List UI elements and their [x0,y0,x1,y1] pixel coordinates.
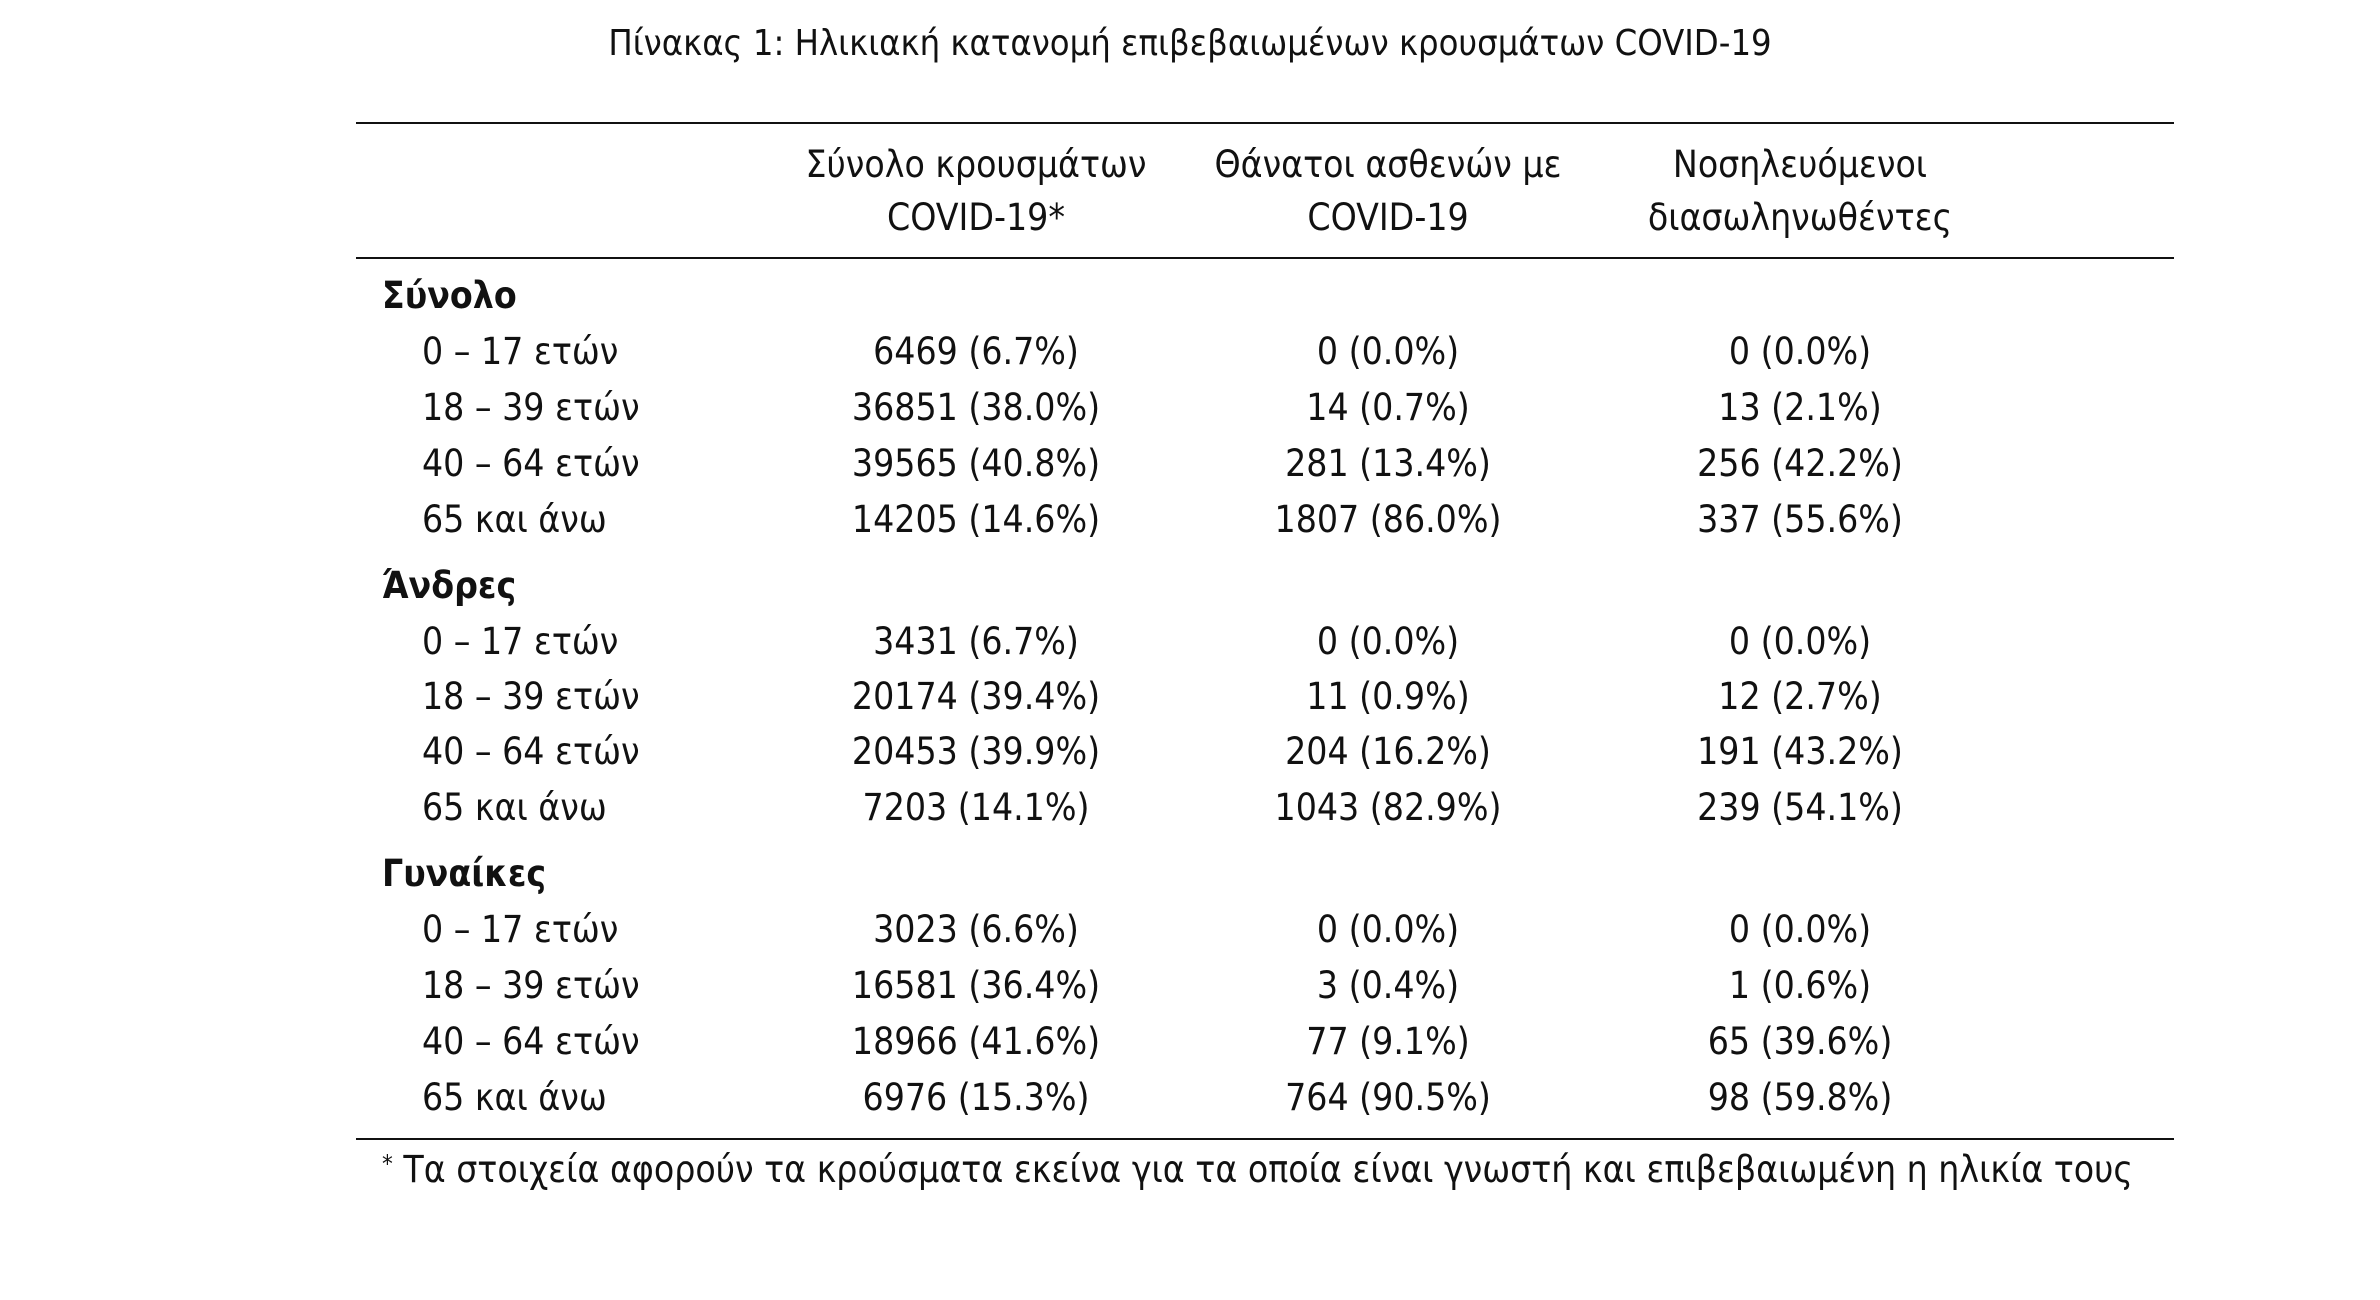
cell-cases: 6976 (15.3%) [862,1076,1090,1119]
row-label: 0 – 17 ετών [422,620,619,663]
row-label: 0 – 17 ετών [422,908,619,951]
cell-deaths: 1043 (82.9%) [1274,786,1502,829]
group-title-men: Άνδρες [382,564,517,607]
cell-deaths: 3 (0.4%) [1316,964,1460,1007]
column-header-deaths-line1: Θάνατοι ασθενών με [1214,143,1562,186]
row-label: 40 – 64 ετών [422,730,640,773]
cell-cases: 36851 (38.0%) [851,386,1101,429]
cell-intubated: 337 (55.6%) [1697,498,1903,541]
column-header-cases-line1: Σύνολο κρουσμάτων [805,143,1147,186]
cell-intubated: 1 (0.6%) [1728,964,1872,1007]
cell-cases: 3023 (6.6%) [873,908,1079,951]
cell-intubated: 239 (54.1%) [1697,786,1903,829]
group-title-total: Σύνολο [382,274,517,317]
cell-intubated: 191 (43.2%) [1697,730,1903,773]
cell-cases: 3431 (6.7%) [873,620,1079,663]
bottom-rule [356,1138,2174,1140]
column-header-deaths-line2: COVID-19 [1307,196,1469,239]
column-header-intubated-line1: Νοσηλευόμενοι [1672,143,1928,186]
cell-deaths: 77 (9.1%) [1306,1020,1470,1063]
footnote: * Τα στοιχεία αφορούν τα κρούσματα εκείν… [382,1142,2133,1198]
row-label: 65 και άνω [422,1076,607,1119]
cell-deaths: 281 (13.4%) [1285,442,1491,485]
row-label: 65 και άνω [422,786,607,829]
footnote-text: Τα στοιχεία αφορούν τα κρούσματα εκείνα … [392,1148,2133,1191]
cell-intubated: 0 (0.0%) [1728,620,1872,663]
cell-cases: 39565 (40.8%) [851,442,1101,485]
column-header-intubated-line2: διασωληνωθέντες [1647,196,1953,239]
column-header-deaths: Θάνατοι ασθενών με COVID-19 [1168,138,1608,244]
cell-cases: 6469 (6.7%) [873,330,1079,373]
cell-intubated: 13 (2.1%) [1718,386,1882,429]
cell-deaths: 0 (0.0%) [1316,908,1460,951]
row-label: 40 – 64 ετών [422,1020,640,1063]
cell-deaths: 1807 (86.0%) [1274,498,1502,541]
cell-intubated: 98 (59.8%) [1707,1076,1893,1119]
table-caption: Πίνακας 1: Ηλικιακή κατανομή επιβεβαιωμέ… [608,23,1772,64]
cell-cases: 7203 (14.1%) [862,786,1090,829]
column-header-cases: Σύνολο κρουσμάτων COVID-19* [756,138,1196,244]
cell-deaths: 204 (16.2%) [1285,730,1491,773]
cell-cases: 20453 (39.9%) [851,730,1101,773]
cell-deaths: 0 (0.0%) [1316,330,1460,373]
column-header-intubated: Νοσηλευόμενοι διασωληνωθέντες [1580,138,2020,244]
footnote-mark: * [382,1150,393,1178]
cell-intubated: 0 (0.0%) [1728,330,1872,373]
cell-intubated: 12 (2.7%) [1718,675,1882,718]
cell-cases: 16581 (36.4%) [851,964,1101,1007]
cell-deaths: 764 (90.5%) [1285,1076,1491,1119]
cell-cases: 20174 (39.4%) [851,675,1101,718]
cell-intubated: 65 (39.6%) [1707,1020,1893,1063]
cell-intubated: 0 (0.0%) [1728,908,1872,951]
row-label: 18 – 39 ετών [422,675,640,718]
row-label: 40 – 64 ετών [422,442,640,485]
row-label: 18 – 39 ετών [422,386,640,429]
column-header-cases-line2: COVID-19* [886,196,1065,239]
row-label: 0 – 17 ετών [422,330,619,373]
row-label: 18 – 39 ετών [422,964,640,1007]
group-title-women: Γυναίκες [382,852,547,895]
row-label: 65 και άνω [422,498,607,541]
cell-deaths: 0 (0.0%) [1316,620,1460,663]
cell-deaths: 11 (0.9%) [1306,675,1470,718]
top-rule [356,122,2174,124]
cell-cases: 18966 (41.6%) [851,1020,1101,1063]
cell-deaths: 14 (0.7%) [1306,386,1470,429]
header-rule [356,257,2174,259]
cell-cases: 14205 (14.6%) [851,498,1101,541]
cell-intubated: 256 (42.2%) [1697,442,1903,485]
